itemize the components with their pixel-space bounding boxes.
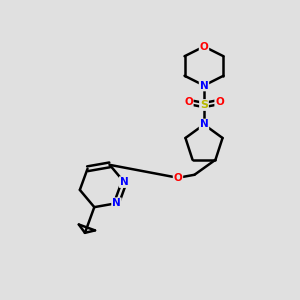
Text: S: S — [200, 100, 208, 110]
Text: O: O — [174, 173, 182, 183]
Text: N: N — [112, 198, 121, 208]
Text: N: N — [200, 80, 208, 91]
Text: O: O — [184, 97, 193, 107]
Text: O: O — [200, 41, 208, 52]
Text: N: N — [200, 119, 208, 130]
Text: O: O — [215, 97, 224, 107]
Text: N: N — [120, 177, 128, 187]
